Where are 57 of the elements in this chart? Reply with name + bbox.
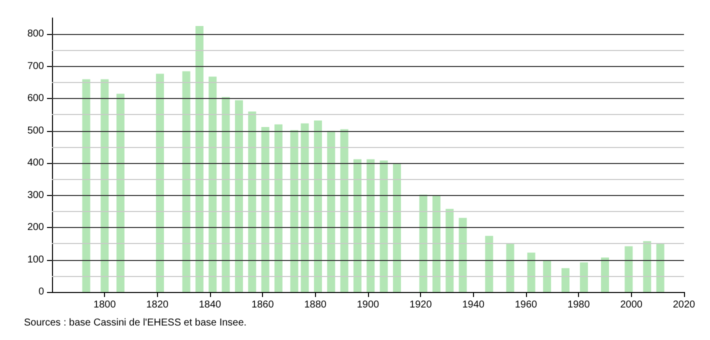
- bar: [248, 111, 256, 292]
- bar: [419, 194, 428, 292]
- bar: [392, 164, 401, 292]
- bar: [485, 236, 494, 292]
- x-tick-label: 1920: [410, 300, 432, 310]
- bar: [432, 195, 440, 292]
- bar: [643, 241, 652, 292]
- y-tick-label: 400: [27, 158, 44, 169]
- x-tick-label: 1940: [462, 300, 485, 310]
- bar: [543, 260, 552, 292]
- bar: [458, 218, 467, 292]
- bar: [506, 244, 514, 292]
- x-tick-label: 1840: [198, 300, 222, 310]
- bar: [100, 79, 109, 292]
- bar: [290, 130, 298, 292]
- x-tick-label: 1980: [568, 300, 590, 310]
- x-tick-label: 2000: [620, 300, 643, 310]
- bar: [580, 262, 588, 292]
- y-tick-label: 0: [38, 286, 44, 298]
- bar: [601, 258, 609, 292]
- bar: [527, 252, 536, 292]
- x-tick-label: 1960: [514, 300, 538, 310]
- y-tick-label: 600: [27, 93, 44, 104]
- x-tick-label: 2020: [672, 300, 696, 310]
- source-note: Sources : base Cassini de l'EHESS et base Insee.: [24, 318, 247, 328]
- bar: [182, 71, 190, 292]
- bar: [380, 160, 388, 292]
- bar: [116, 94, 124, 292]
- bar: [314, 120, 322, 292]
- bar: [366, 159, 375, 292]
- bar: [82, 79, 90, 292]
- bar: [562, 268, 570, 292]
- bar: [261, 126, 270, 292]
- x-tick-label: 1820: [146, 300, 169, 310]
- x-tick-label: 1800: [94, 300, 116, 310]
- x-tick-label: 1880: [304, 300, 327, 310]
- y-tick-label: 700: [27, 60, 44, 72]
- y-tick-label: 500: [27, 125, 44, 136]
- bar: [274, 124, 282, 292]
- bar: [446, 208, 454, 292]
- y-tick-label: 100: [27, 254, 44, 266]
- bar: [656, 244, 664, 292]
- bar: [208, 76, 217, 292]
- y-tick-label: 200: [27, 222, 44, 234]
- bar: [222, 96, 230, 292]
- x-tick-label: 1900: [356, 300, 380, 310]
- bar: [156, 74, 164, 292]
- bar: [353, 159, 362, 292]
- bar: [340, 129, 348, 292]
- bar: [300, 123, 309, 292]
- bar: [195, 26, 204, 292]
- bar: [234, 100, 243, 292]
- x-tick-label: 1860: [252, 300, 274, 310]
- y-tick-label: 800: [27, 28, 44, 40]
- bar: [327, 130, 336, 292]
- y-tick-label: 300: [27, 190, 44, 201]
- bar: [624, 246, 633, 292]
